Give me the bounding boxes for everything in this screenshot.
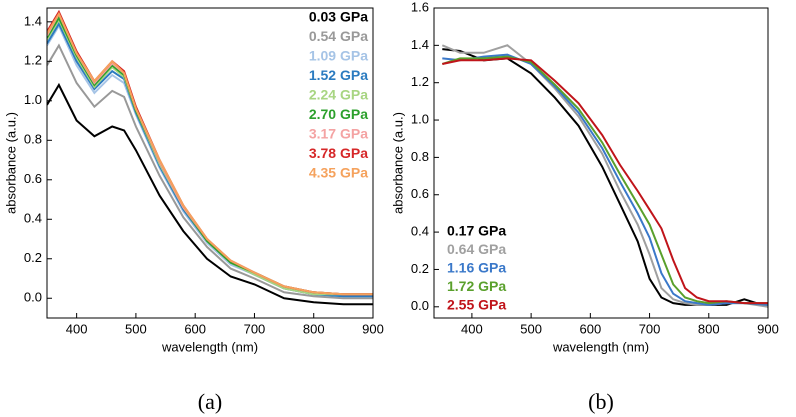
y-tick-label: 1.0 xyxy=(24,92,42,107)
legend-entry: 3.17 GPa xyxy=(309,126,368,142)
legend-entry: 0.64 GPa xyxy=(447,241,506,257)
y-tick-label: 0.0 xyxy=(411,298,429,313)
legend-entry: 0.17 GPa xyxy=(447,223,506,239)
legend-entry: 0.54 GPa xyxy=(309,28,368,44)
data-line xyxy=(442,57,768,305)
plot-frame xyxy=(433,7,769,319)
data-line xyxy=(442,53,768,306)
y-tick-label: 0.8 xyxy=(411,149,429,164)
x-axis-label: wavelength (nm) xyxy=(161,339,258,354)
y-tick-label: 1.0 xyxy=(411,111,429,126)
data-line xyxy=(47,82,373,306)
x-tick-label: 500 xyxy=(520,321,542,336)
y-axis-label: absorbance (a.u.) xyxy=(3,112,18,214)
data-line xyxy=(441,55,768,305)
y-tick-label: 0.6 xyxy=(24,171,42,186)
legend-entry: 0.03 GPa xyxy=(309,9,368,25)
caption: (a) xyxy=(198,389,222,414)
y-tick-label: 0.0 xyxy=(24,290,42,305)
data-line xyxy=(47,43,373,300)
x-tick-label: 700 xyxy=(244,321,266,336)
y-tick-label: 0.4 xyxy=(24,211,42,226)
y-tick-label: 1.6 xyxy=(411,0,429,14)
plot-frame xyxy=(46,7,374,319)
y-tick-label: 1.4 xyxy=(411,37,429,52)
y-axis-label: absorbance (a.u.) xyxy=(390,112,405,214)
y-tick-label: 0.2 xyxy=(24,250,42,265)
x-axis-label: wavelength (nm) xyxy=(552,339,649,354)
legend-entry: 2.70 GPa xyxy=(309,106,368,122)
legend-entry: 1.72 GPa xyxy=(447,278,506,294)
legend-entry: 1.09 GPa xyxy=(309,48,368,64)
x-tick-label: 600 xyxy=(579,321,601,336)
x-tick-label: 700 xyxy=(639,321,661,336)
x-tick-label: 500 xyxy=(125,321,147,336)
x-tick-label: 600 xyxy=(184,321,206,336)
y-tick-label: 0.6 xyxy=(411,186,429,201)
caption: (b) xyxy=(588,389,614,414)
x-tick-label: 400 xyxy=(461,321,483,336)
x-tick-label: 400 xyxy=(66,321,88,336)
legend-entry: 3.78 GPa xyxy=(309,145,368,161)
x-tick-label: 900 xyxy=(362,321,384,336)
y-tick-label: 0.8 xyxy=(24,132,42,147)
x-tick-label: 900 xyxy=(757,321,779,336)
legend-entry: 2.24 GPa xyxy=(309,87,368,103)
data-line xyxy=(47,11,373,296)
x-tick-label: 800 xyxy=(698,321,720,336)
y-tick-label: 0.4 xyxy=(411,224,429,239)
y-tick-label: 1.2 xyxy=(411,74,429,89)
legend-entry: 1.16 GPa xyxy=(447,260,506,276)
legend-entry: 1.52 GPa xyxy=(309,67,368,83)
legend-entry: 2.55 GPa xyxy=(447,297,506,313)
y-tick-label: 1.4 xyxy=(24,13,42,28)
y-tick-label: 0.2 xyxy=(411,261,429,276)
legend-entry: 4.35 GPa xyxy=(309,165,368,181)
x-tick-label: 800 xyxy=(303,321,325,336)
y-tick-label: 1.2 xyxy=(24,53,42,68)
